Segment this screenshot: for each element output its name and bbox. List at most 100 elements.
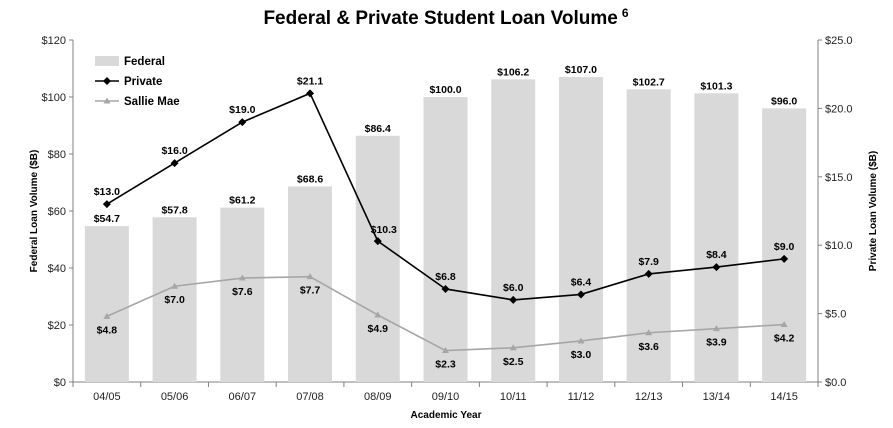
bar-federal	[152, 217, 197, 382]
data-label-sallie-mae: $4.2	[774, 333, 795, 345]
bar-federal	[220, 207, 265, 382]
legend-marker-private	[103, 77, 111, 85]
data-label-federal: $107.0	[565, 64, 597, 76]
bar-federal	[491, 79, 536, 382]
bar-federal	[558, 77, 603, 383]
point-private	[576, 290, 585, 299]
point-sallie-mae	[238, 274, 246, 281]
y-right-tick-label: $5.0	[825, 309, 846, 321]
data-label-sallie-mae: $4.8	[97, 324, 118, 336]
y-left-tick-label: $20	[48, 320, 66, 332]
data-label-sallie-mae: $7.6	[232, 286, 253, 298]
point-sallie-mae	[509, 344, 517, 351]
bar-federal	[84, 226, 129, 382]
point-private	[644, 269, 653, 278]
y-axis-right-label: Private Loan Volume ($B)	[868, 151, 879, 271]
data-label-private: $6.8	[435, 271, 456, 283]
chart-title: Federal & Private Student Loan Volume 6	[263, 6, 628, 29]
y-right-tick-label: $15.0	[825, 172, 853, 184]
data-label-federal: $86.4	[365, 123, 391, 135]
x-tick-label: 05/06	[161, 391, 189, 403]
y-right-tick-label: $20.0	[825, 103, 853, 115]
y-right-tick-label: $25.0	[825, 35, 853, 47]
data-label-private: $6.0	[503, 282, 524, 294]
legend-label-sallie-mae: Sallie Mae	[124, 96, 180, 108]
data-label-sallie-mae: $3.0	[571, 349, 592, 361]
x-tick-label: 13/14	[703, 391, 731, 403]
x-tick-label: 11/12	[568, 391, 595, 403]
data-label-federal: $68.6	[297, 173, 323, 185]
point-private	[102, 200, 111, 209]
data-label-private: $9.0	[774, 241, 795, 253]
data-label-private: $6.4	[571, 276, 592, 288]
bar-federal	[423, 97, 468, 382]
data-label-federal: $61.2	[229, 195, 255, 207]
point-sallie-mae	[374, 311, 382, 318]
plot-area: $0 $20 $40 $60 $80 $100 $120 $0.0 $5.0 $10.0 $15.0…	[42, 35, 853, 403]
bar-federal	[694, 93, 739, 383]
y-right-tick-label: $0.0	[825, 377, 846, 389]
bar-federal	[626, 89, 671, 383]
point-private	[306, 89, 315, 98]
data-label-private: $7.9	[638, 256, 659, 268]
point-private	[238, 118, 247, 127]
y-left-tick-label: $40	[48, 263, 66, 275]
data-label-federal: $102.7	[633, 76, 665, 88]
data-label-sallie-mae: $2.3	[435, 359, 456, 371]
y-left-tick-label: $120	[42, 35, 66, 47]
x-tick-label: 14/15	[770, 391, 798, 403]
data-label-federal: $101.3	[700, 80, 732, 92]
data-label-private: $10.3	[371, 224, 397, 236]
data-label-federal: $57.8	[161, 204, 187, 216]
x-tick-label: 12/13	[635, 391, 663, 403]
data-label-federal: $96.0	[771, 95, 797, 107]
y-left-tick-label: $100	[42, 92, 66, 104]
point-sallie-mae	[306, 273, 314, 280]
point-sallie-mae	[442, 347, 449, 354]
data-label-private: $13.0	[94, 186, 120, 198]
y-right-tick-label: $10.0	[825, 240, 853, 252]
x-tick-label: 09/10	[432, 391, 460, 403]
data-label-sallie-mae: $4.9	[368, 323, 389, 335]
y-axis-left-label: Federal Loan Volume ($B)	[29, 150, 40, 273]
data-label-sallie-mae: $3.9	[706, 337, 727, 349]
x-tick-label: 07/08	[296, 391, 324, 403]
x-axis-label: Academic Year	[411, 410, 482, 421]
bar-federal	[762, 108, 807, 383]
y-left-tick-label: $80	[48, 149, 66, 161]
point-private	[509, 295, 518, 304]
point-private	[170, 159, 179, 168]
point-sallie-mae	[103, 312, 111, 319]
point-sallie-mae	[712, 325, 720, 332]
x-tick-label: 04/05	[93, 391, 121, 403]
data-label-federal: $106.2	[497, 66, 529, 78]
data-label-sallie-mae: $3.6	[638, 341, 659, 353]
point-sallie-mae	[577, 337, 585, 344]
legend-label-private: Private	[124, 76, 162, 88]
legend-marker-sallie-mae	[103, 97, 111, 104]
y-left-tick-label: $60	[48, 206, 66, 218]
point-private	[712, 263, 721, 272]
point-private	[780, 254, 789, 263]
data-label-federal: $54.7	[94, 213, 120, 225]
x-tick-label: 06/07	[229, 391, 257, 403]
data-label-sallie-mae: $2.5	[503, 356, 524, 368]
data-label-sallie-mae: $7.7	[300, 285, 321, 297]
data-label-private: $8.4	[706, 249, 727, 261]
legend-swatch-federal	[95, 56, 119, 66]
x-tick-label: 10/11	[500, 391, 527, 403]
point-private	[441, 284, 450, 293]
bar-federal	[355, 135, 400, 382]
data-label-sallie-mae: $7.0	[164, 294, 185, 306]
x-tick-label: 08/09	[364, 391, 392, 403]
data-label-federal: $100.0	[429, 84, 461, 96]
point-sallie-mae	[780, 321, 788, 328]
data-label-private: $19.0	[229, 104, 255, 116]
point-private	[373, 237, 382, 246]
data-label-private: $21.1	[297, 75, 323, 87]
data-label-private: $16.0	[161, 145, 187, 157]
point-sallie-mae	[645, 329, 653, 336]
legend-label-federal: Federal	[124, 56, 165, 68]
point-sallie-mae	[171, 282, 179, 289]
